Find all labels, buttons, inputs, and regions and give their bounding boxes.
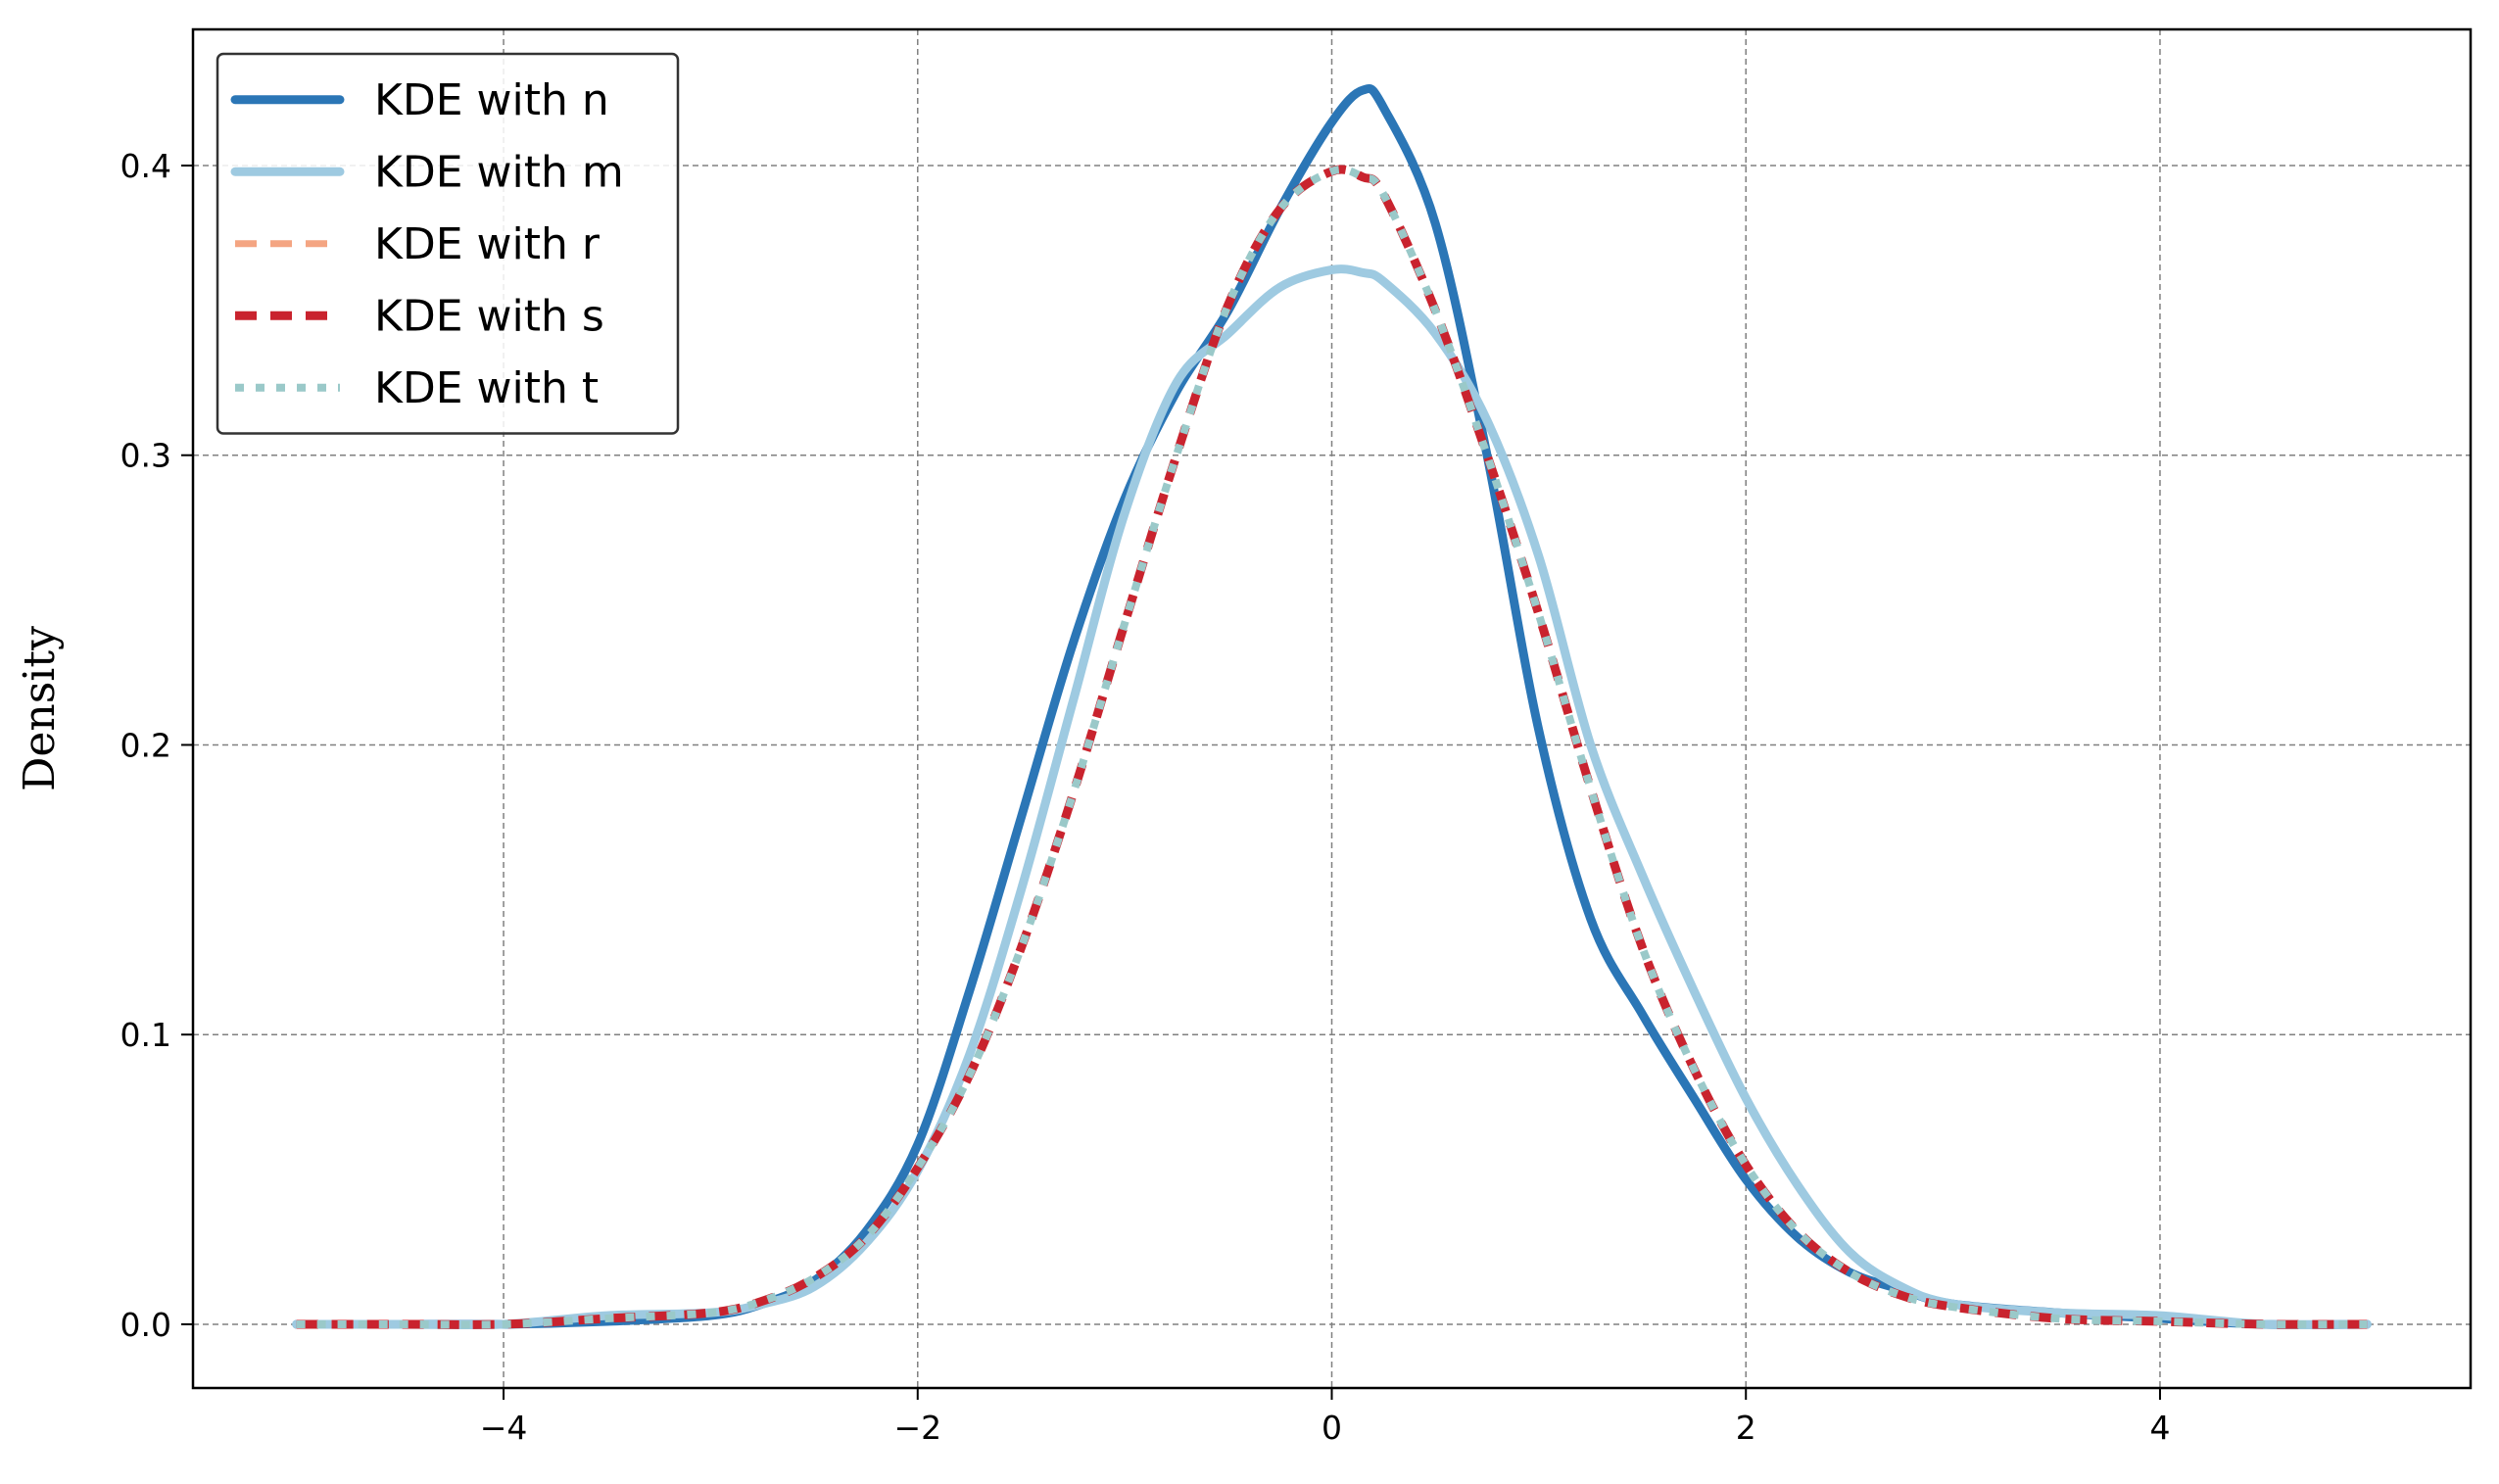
y-tick-label: 0.0 xyxy=(120,1306,171,1344)
y-axis-label: Density xyxy=(15,626,65,791)
y-tick-label: 0.2 xyxy=(120,726,171,764)
series-line-5 xyxy=(296,166,2368,1329)
y-tick-label: 0.4 xyxy=(120,147,171,185)
y-tick-label: 0.1 xyxy=(120,1016,171,1054)
y-tick-label: 0.3 xyxy=(120,437,171,475)
x-tick-label: 2 xyxy=(1736,1409,1756,1447)
x-tick-label: −4 xyxy=(480,1409,528,1447)
series-line-2 xyxy=(292,264,2372,1330)
legend-entries: KDE with n KDE with m KDE with r KDE with s… xyxy=(230,75,624,413)
x-tick-label: 0 xyxy=(1322,1409,1342,1447)
series-layer xyxy=(292,84,2372,1330)
ticks: −4 −2 0 2 4 0.0 0.1 0.2 0.3 0.4 xyxy=(120,147,2171,1447)
legend-label: KDE with m xyxy=(374,147,624,197)
x-tick-label: −2 xyxy=(893,1409,941,1447)
legend-label: KDE with t xyxy=(374,363,599,413)
legend-label: KDE with r xyxy=(374,219,601,269)
legend-label: KDE with n xyxy=(374,75,609,125)
grid xyxy=(193,29,2471,1388)
x-tick-label: 4 xyxy=(2149,1409,2170,1447)
legend-box xyxy=(216,52,680,435)
legend-label: KDE with s xyxy=(374,291,604,341)
legend: KDE with n KDE with m KDE with r KDE with s… xyxy=(216,52,680,435)
